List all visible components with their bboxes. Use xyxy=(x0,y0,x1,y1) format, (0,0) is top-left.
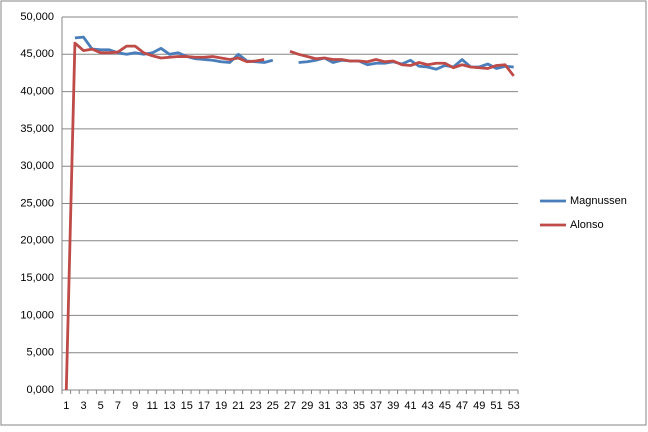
x-tick-label: 13 xyxy=(163,400,175,412)
x-tick-label: 19 xyxy=(215,400,227,412)
y-tick-label: 45,000 xyxy=(20,48,54,60)
x-tick-label: 41 xyxy=(404,400,416,412)
x-tick-label: 29 xyxy=(301,400,313,412)
x-tick-label: 37 xyxy=(370,400,382,412)
x-tick-label: 53 xyxy=(508,400,520,412)
x-tick-label: 23 xyxy=(249,400,261,412)
x-tick-label: 15 xyxy=(181,400,193,412)
x-tick-label: 25 xyxy=(267,400,279,412)
x-tick-label: 11 xyxy=(147,400,158,412)
x-tick-label: 31 xyxy=(318,400,330,412)
x-tick-label: 33 xyxy=(335,400,347,412)
x-tick-label: 49 xyxy=(473,400,485,412)
y-tick-label: 20,000 xyxy=(20,235,54,247)
x-tick-label: 9 xyxy=(132,400,138,412)
x-tick-label: 43 xyxy=(422,400,434,412)
x-tick-label: 3 xyxy=(80,400,86,412)
y-tick-label: 25,000 xyxy=(20,197,54,209)
x-tick-label: 27 xyxy=(284,400,296,412)
x-tick-label: 1 xyxy=(63,400,69,412)
y-tick-label: 30,000 xyxy=(20,160,54,172)
y-tick-label: 15,000 xyxy=(20,272,54,284)
y-tick-label: 35,000 xyxy=(20,123,54,135)
x-tick-label: 51 xyxy=(490,400,502,412)
x-tick-label: 35 xyxy=(353,400,365,412)
y-tick-label: 50,000 xyxy=(20,11,54,23)
x-tick-label: 45 xyxy=(439,400,451,412)
x-tick-label: 47 xyxy=(456,400,468,412)
x-tick-label: 7 xyxy=(115,400,121,412)
x-tick-label: 5 xyxy=(98,400,104,412)
y-tick-label: 40,000 xyxy=(20,86,54,98)
x-tick-label: 39 xyxy=(387,400,399,412)
legend-label: Magnussen xyxy=(570,195,627,207)
x-tick-label: 17 xyxy=(198,400,210,412)
y-tick-label: 0,000 xyxy=(26,384,54,396)
x-tick-label: 21 xyxy=(232,400,244,412)
series-line xyxy=(64,41,515,391)
legend-label: Alonso xyxy=(570,219,604,231)
y-tick-label: 10,000 xyxy=(20,309,54,321)
y-tick-label: 5,000 xyxy=(26,347,54,359)
